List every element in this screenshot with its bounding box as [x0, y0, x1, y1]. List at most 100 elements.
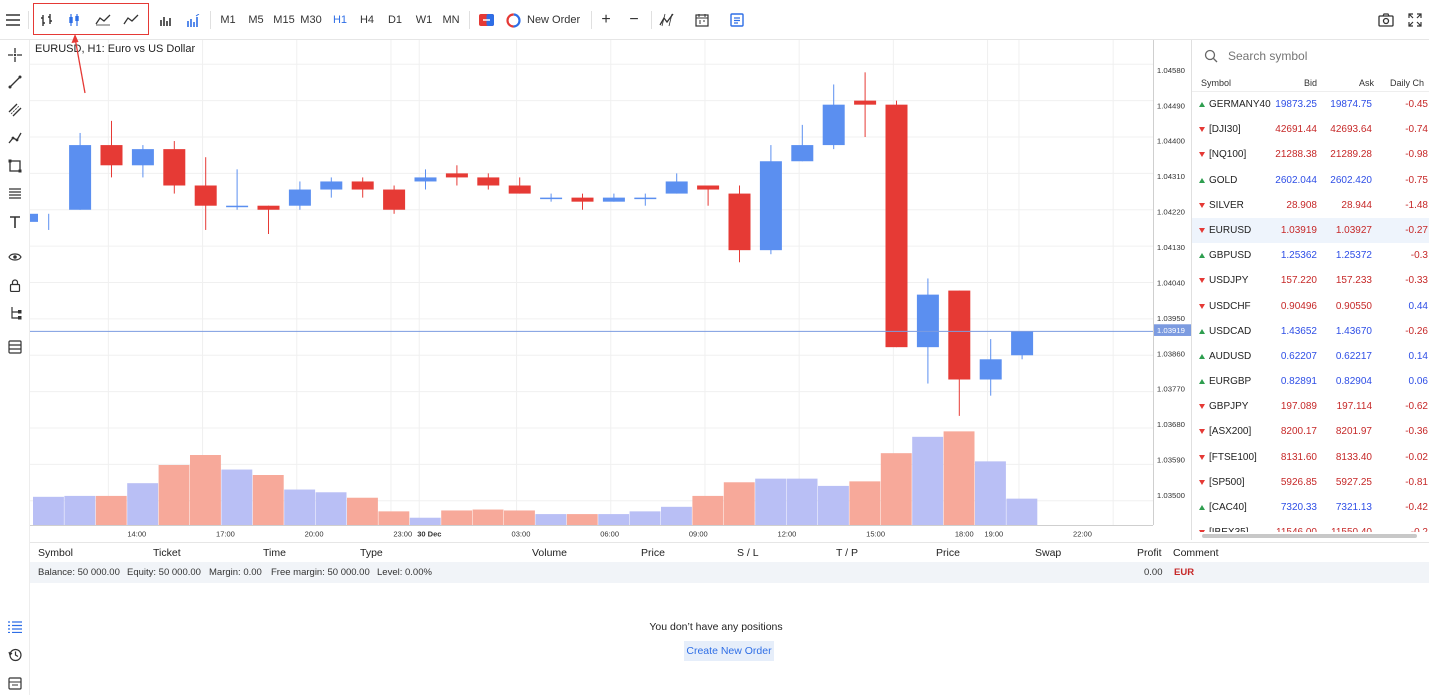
- watchlist-change: -0.81: [1405, 476, 1428, 488]
- col-daily-change[interactable]: Daily Ch: [1390, 78, 1425, 88]
- col-ask[interactable]: Ask: [1359, 78, 1375, 88]
- watchlist-symbol: GBPJPY: [1209, 401, 1249, 413]
- volume-bars-icon[interactable]: [156, 0, 176, 40]
- watchlist-row-eurgbp[interactable]: EURGBP 0.82891 0.82904 0.06: [1192, 369, 1429, 394]
- pos-col-symbol[interactable]: Symbol: [38, 547, 74, 559]
- timeframe-w1[interactable]: W1: [415, 14, 433, 26]
- new-order-button[interactable]: New Order: [506, 0, 586, 40]
- watchlist-row-usdcad[interactable]: USDCAD 1.43652 1.43670 -0.26: [1192, 319, 1429, 344]
- timeframe-h4[interactable]: H4: [359, 14, 375, 26]
- timeframe-d1[interactable]: D1: [387, 14, 403, 26]
- watchlist-row-cac40[interactable]: [CAC40] 7320.33 7321.13 -0.42: [1192, 495, 1429, 520]
- watchlist-symbol: USDCAD: [1209, 325, 1252, 337]
- pos-col-sl[interactable]: S / L: [737, 547, 759, 559]
- watchlist-row-usdjpy[interactable]: USDJPY 157.220 157.233 -0.33: [1192, 268, 1429, 293]
- watchlist-row-eurusd[interactable]: EURUSD 1.03919 1.03927 -0.27: [1192, 217, 1429, 244]
- pos-col-comment[interactable]: Comment: [1173, 547, 1219, 559]
- timeframe-m15[interactable]: M15: [273, 14, 295, 26]
- lock-icon[interactable]: [4, 274, 26, 296]
- candle-body: [885, 104, 908, 348]
- watchlist-row-nq100[interactable]: [NQ100] 21288.38 21289.28 -0.98: [1192, 142, 1429, 167]
- area-chart-type-icon[interactable]: [93, 0, 113, 40]
- candle-body: [854, 100, 877, 105]
- watchlist-row-dji30[interactable]: [DJI30] 42691.44 42693.64 -0.74: [1192, 117, 1429, 142]
- timeframe-m1[interactable]: M1: [220, 14, 236, 26]
- watchlist-ask: 8201.97: [1335, 426, 1372, 438]
- fullscreen-icon[interactable]: [1405, 0, 1425, 40]
- pos-col-volume[interactable]: Volume: [532, 547, 568, 559]
- pos-col-current-price[interactable]: Price: [936, 547, 960, 559]
- watchlist-change: -1.48: [1405, 199, 1428, 211]
- time-tick-label: 18:00: [955, 529, 974, 538]
- volume-bar: [880, 453, 912, 525]
- candle-body: [508, 185, 531, 194]
- empty-positions-message: You don’t have any positions: [649, 621, 783, 633]
- watchlist-ask: 197.114: [1336, 401, 1372, 413]
- time-axis[interactable]: 14:00 17:00 20:00 23:00 30 Dec 03:00 06:00 09:0…: [30, 525, 1153, 542]
- col-symbol[interactable]: Symbol: [1201, 78, 1232, 88]
- candle-body: [69, 145, 92, 210]
- objects-tree-icon[interactable]: [4, 302, 26, 324]
- watchlist-ask: 21289.28: [1330, 149, 1372, 161]
- price-tick-label: 1.04040: [1157, 278, 1186, 287]
- bar-chart-type-icon[interactable]: [37, 0, 57, 40]
- timeframe-m30[interactable]: M30: [300, 14, 322, 26]
- market-watch-panel: Symbol Bid Ask Daily Ch GERMANY40 19873.2…: [1191, 40, 1429, 540]
- calendar-icon[interactable]: [692, 0, 712, 40]
- one-click-trading-icon[interactable]: [476, 0, 496, 40]
- watchlist-row-sp500[interactable]: [SP500] 5926.85 5927.25 -0.81: [1192, 470, 1429, 495]
- line-chart-type-icon[interactable]: [121, 0, 141, 40]
- watchlist-bid: 5926.85: [1280, 476, 1317, 488]
- candlestick-chart-type-icon[interactable]: [64, 0, 84, 40]
- price-axis[interactable]: 1.04580 1.04490 1.04400 1.04310 1.04220 1.041…: [1153, 40, 1191, 525]
- watchlist-row-audusd[interactable]: AUDUSD 0.62207 0.62217 0.14: [1192, 344, 1429, 369]
- pos-col-tp[interactable]: T / P: [836, 547, 858, 559]
- polyline-icon[interactable]: [4, 127, 26, 149]
- layers-icon[interactable]: [4, 336, 26, 358]
- zoom-out-button[interactable]: −: [629, 11, 639, 28]
- watchlist-row-ftse100[interactable]: [FTSE100] 8131.60 8133.40 -0.02: [1192, 445, 1429, 470]
- candle-body: [634, 197, 657, 200]
- crosshair-icon[interactable]: [4, 44, 26, 66]
- search-symbol-input[interactable]: [1228, 49, 1408, 63]
- indicators-icon[interactable]: [657, 0, 677, 40]
- indicator-bars-icon[interactable]: [183, 0, 203, 40]
- text-tool-icon[interactable]: [4, 211, 26, 233]
- watchlist-row-ibex35[interactable]: [IBEX35] 11546.00 11550.40 -0.2: [1192, 520, 1429, 532]
- watchlist-row-silver[interactable]: SILVER 28.908 28.944 -1.48: [1192, 193, 1429, 218]
- timeframe-m5[interactable]: M5: [248, 14, 264, 26]
- channel-icon[interactable]: [4, 99, 26, 121]
- watchlist-row-asx200[interactable]: [ASX200] 8200.17 8201.97 -0.36: [1192, 419, 1429, 444]
- menu-icon[interactable]: [3, 0, 23, 40]
- positions-tab-list-icon[interactable]: [4, 616, 26, 638]
- time-tick-label: 12:00: [778, 529, 797, 538]
- rectangle-icon[interactable]: [4, 155, 26, 177]
- templates-icon[interactable]: [727, 0, 747, 40]
- timeframe-h1[interactable]: H1: [332, 14, 348, 26]
- watchlist-row-germany40[interactable]: GERMANY40 19873.25 19874.75 -0.45: [1192, 92, 1429, 117]
- pos-col-time[interactable]: Time: [263, 547, 286, 559]
- pos-col-swap[interactable]: Swap: [1035, 547, 1062, 559]
- pos-col-price[interactable]: Price: [641, 547, 665, 559]
- pos-col-profit[interactable]: Profit: [1137, 547, 1162, 559]
- watchlist-row-gold[interactable]: GOLD 2602.044 2602.420 -0.75: [1192, 168, 1429, 193]
- watchlist-row-gbpjpy[interactable]: GBPJPY 197.089 197.114 -0.62: [1192, 394, 1429, 419]
- timeframe-mn[interactable]: MN: [442, 14, 460, 26]
- screenshot-icon[interactable]: [1376, 0, 1396, 40]
- pos-col-type[interactable]: Type: [360, 547, 383, 559]
- trend-line-icon[interactable]: [4, 71, 26, 93]
- history-tab-icon[interactable]: [4, 644, 26, 666]
- journal-tab-icon[interactable]: [4, 672, 26, 694]
- watchlist-row-gbpusd[interactable]: GBPUSD 1.25362 1.25372 -0.3: [1192, 243, 1429, 268]
- watchlist-scrollbar[interactable]: [1192, 532, 1429, 540]
- col-bid[interactable]: Bid: [1304, 78, 1318, 88]
- pos-col-ticket[interactable]: Ticket: [153, 547, 181, 559]
- fibonacci-icon[interactable]: [4, 183, 26, 205]
- visibility-eye-icon[interactable]: [4, 246, 26, 268]
- watchlist-row-usdchf[interactable]: USDCHF 0.90496 0.90550 0.44: [1192, 294, 1429, 319]
- price-chart[interactable]: [30, 40, 1153, 525]
- arrow-up-icon: [1199, 353, 1205, 359]
- create-new-order-button[interactable]: Create New Order: [684, 641, 774, 661]
- zoom-in-button[interactable]: +: [601, 11, 611, 28]
- search-icon: [1204, 49, 1218, 63]
